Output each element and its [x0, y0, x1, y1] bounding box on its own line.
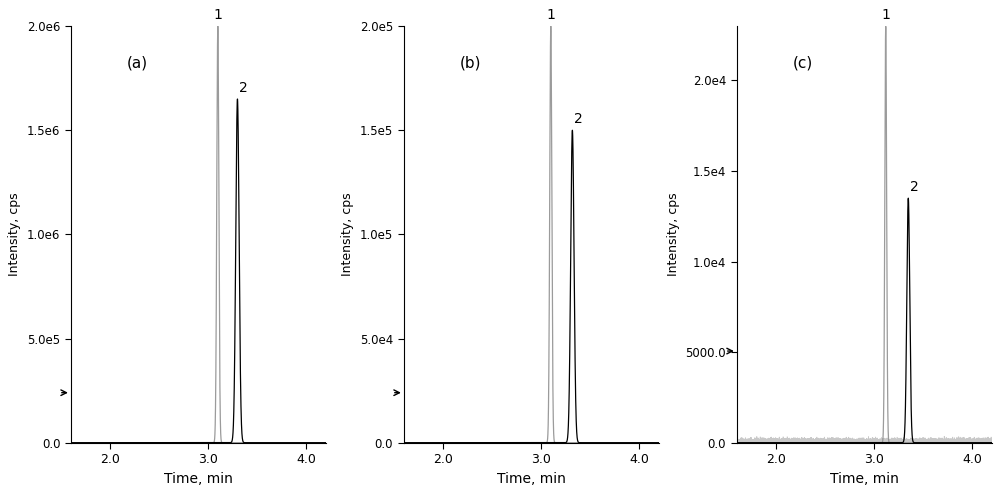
Text: (b): (b)	[460, 55, 481, 70]
Text: (c): (c)	[793, 55, 813, 70]
Y-axis label: Intensity, cps: Intensity, cps	[341, 193, 354, 276]
Text: 2: 2	[239, 81, 248, 95]
Text: 1: 1	[213, 8, 222, 22]
Text: 1: 1	[546, 8, 555, 22]
Y-axis label: Intensity, cps: Intensity, cps	[667, 193, 680, 276]
X-axis label: Time, min: Time, min	[830, 472, 899, 486]
Text: 2: 2	[910, 180, 919, 194]
Text: 1: 1	[881, 8, 890, 22]
Y-axis label: Intensity, cps: Intensity, cps	[8, 193, 21, 276]
X-axis label: Time, min: Time, min	[164, 472, 233, 486]
X-axis label: Time, min: Time, min	[497, 472, 566, 486]
Text: 2: 2	[574, 112, 583, 126]
Text: (a): (a)	[127, 55, 148, 70]
